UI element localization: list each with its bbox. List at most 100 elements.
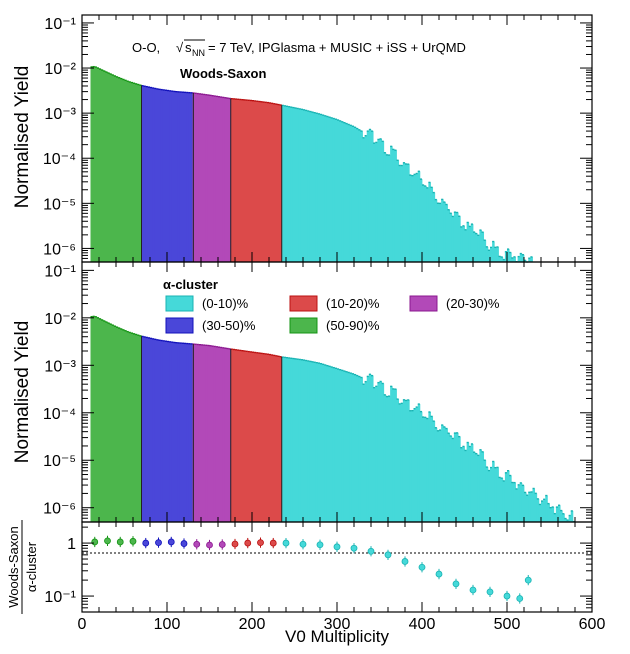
histogram-bin [462, 225, 465, 262]
histogram-bin [332, 367, 336, 522]
histogram-bin [345, 123, 349, 262]
histogram-bin [141, 85, 145, 262]
histogram-bin [390, 386, 393, 522]
histogram-bin [432, 421, 436, 522]
histogram-bin [373, 387, 376, 522]
histogram-bin [341, 121, 344, 263]
histogram-bin [177, 342, 181, 522]
histogram-bin [213, 96, 217, 262]
histogram-bin [256, 352, 259, 522]
histogram-bin [356, 128, 359, 262]
histogram-bin [198, 93, 202, 262]
histogram-bin [103, 71, 106, 262]
histogram-bin [109, 324, 113, 522]
histogram-bin [130, 82, 134, 262]
histogram-bin [343, 122, 346, 263]
histogram-bin [262, 102, 266, 262]
title-system: O-O, [132, 40, 160, 55]
histogram-bin [428, 411, 431, 522]
histogram-bin [260, 353, 264, 522]
histogram-bin [371, 375, 374, 522]
histogram-bin [122, 329, 125, 522]
histogram-bin [515, 488, 519, 522]
histogram-bin [262, 353, 266, 522]
ratio-points [91, 535, 532, 604]
histogram-bin [364, 381, 368, 522]
histogram-bin [322, 364, 325, 522]
histogram-bin [109, 74, 113, 262]
histogram-bin [468, 226, 472, 262]
histogram-bin [135, 334, 138, 522]
y-axis-woods-saxon: 10⁻¹ 10⁻² 10⁻³ 10⁻⁴ 10⁻⁵ 10⁻⁶ [43, 16, 592, 263]
histogram-bin [237, 99, 240, 263]
histogram-bin [122, 79, 125, 262]
histogram-bin [247, 100, 251, 262]
histogram-bin [107, 73, 111, 262]
histogram-bin [150, 338, 153, 522]
histogram-bin [490, 247, 493, 262]
histogram-bin [288, 357, 291, 522]
y-tick-label: 1 [67, 536, 76, 553]
histogram-bin [126, 81, 130, 263]
histogram-bin [286, 106, 289, 262]
histogram-bin [179, 92, 183, 262]
histogram-bin [175, 91, 179, 263]
ratio-point [299, 540, 307, 548]
histogram-bin [343, 371, 346, 522]
y-tick-label: 10⁻⁵ [43, 196, 76, 213]
histogram-bin [118, 328, 121, 522]
histogram-bin [133, 333, 136, 522]
histogram-bin [536, 498, 540, 522]
histogram-bin [266, 102, 270, 262]
histogram-bin [173, 91, 176, 263]
histogram-bin [150, 87, 153, 262]
x-tick-label: 300 [324, 616, 351, 633]
histogram-bin [271, 355, 274, 522]
legend-item-30-50: (30-50)% [165, 317, 256, 334]
histogram-bin [266, 354, 270, 522]
ratio-point [206, 541, 213, 549]
histogram-bin [296, 108, 300, 263]
x-axis: 0 100 200 300 400 500 600 [78, 15, 605, 633]
histogram-bin [215, 96, 219, 263]
histogram-bin [209, 95, 213, 262]
histogram-bin [211, 95, 215, 263]
histogram-bin [426, 418, 429, 522]
histogram-bin [524, 492, 527, 522]
histogram-bin [317, 113, 321, 263]
histogram-bin [498, 477, 502, 522]
histogram-bin [549, 507, 553, 522]
histogram-bin [334, 368, 338, 522]
panel-ratio: 1 10⁻¹ Woods-Saxon α-cluster [6, 520, 593, 614]
ratio-point [469, 586, 477, 594]
histogram-bin [147, 87, 151, 262]
histogram-bin [521, 485, 525, 522]
histogram-bin [201, 94, 204, 262]
histogram-bin [487, 250, 491, 262]
histogram-bin [458, 216, 461, 262]
histogram-bin [509, 252, 512, 262]
histogram-bin [358, 376, 361, 522]
histogram-bin [175, 342, 179, 522]
histogram-bin [392, 388, 395, 522]
histogram-bin [328, 117, 332, 262]
ratio-point [503, 592, 511, 600]
histogram-bin [332, 118, 336, 262]
histogram-bin [99, 69, 102, 262]
histogram-bin [101, 70, 104, 262]
histogram-bin [154, 339, 157, 522]
histogram-bin [298, 359, 302, 522]
y-axis-label-woods-saxon: Normalised Yield [12, 66, 33, 209]
histogram-bin [413, 408, 417, 522]
histogram-bin [460, 226, 463, 262]
histogram-bin [543, 499, 546, 522]
histogram-bin [269, 354, 272, 522]
histogram-bin [375, 386, 378, 522]
histogram-bin [417, 404, 421, 522]
histogram-bin [194, 93, 198, 262]
histogram-bin [413, 174, 417, 262]
ratio-point [91, 538, 99, 546]
histogram-bin [94, 316, 98, 522]
histogram-bin [249, 351, 253, 522]
histogram-bin [502, 259, 506, 262]
